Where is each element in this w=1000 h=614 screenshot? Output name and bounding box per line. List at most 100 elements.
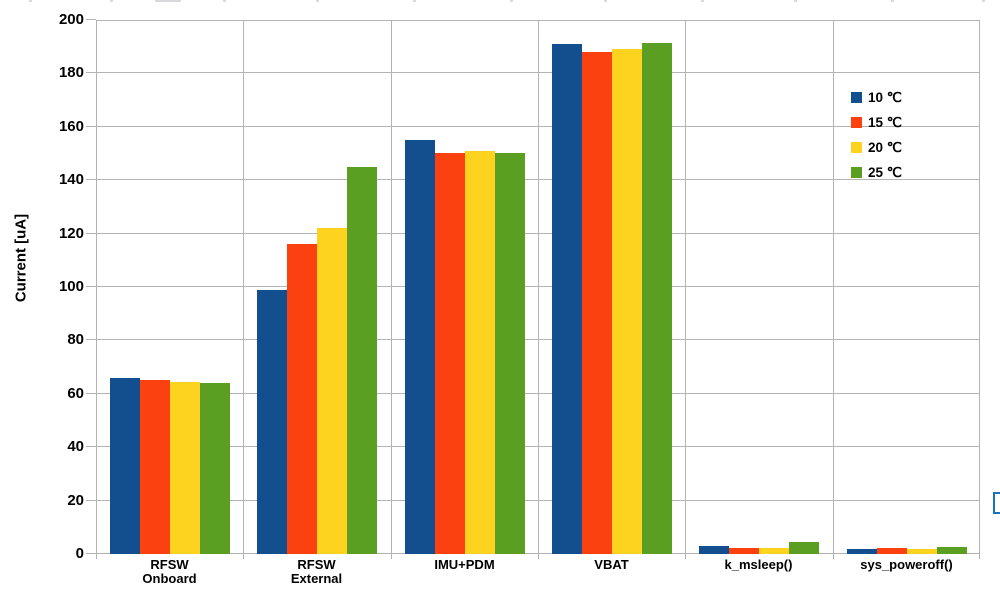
y-tick-label: 180 (58, 64, 84, 81)
x-tick (685, 554, 686, 559)
legend-item: 25 ℃ (851, 160, 902, 185)
clipped-mark (891, 0, 894, 2)
bar (169, 382, 200, 554)
clipped-mark (982, 0, 985, 2)
x-tick (538, 554, 539, 559)
legend-swatch (851, 92, 862, 103)
bar (611, 49, 642, 554)
x-category-label: VBAT (538, 558, 685, 572)
bar (286, 244, 317, 554)
bar (109, 378, 140, 554)
bar-group (685, 20, 832, 554)
x-tick (391, 554, 392, 559)
y-tick (86, 19, 96, 20)
y-tick-label: 120 (58, 225, 84, 242)
x-category-label-line: IMU+PDM (434, 557, 495, 572)
v-gridline (538, 20, 539, 554)
bar (758, 548, 789, 554)
x-category-label-line: sys_poweroff() (860, 557, 953, 572)
bar (139, 380, 170, 554)
bar (906, 549, 937, 554)
legend: 10 ℃ 15 ℃ 20 ℃ 25 ℃ (851, 85, 902, 185)
v-gridline (243, 20, 244, 554)
bar (728, 548, 759, 554)
x-tick (833, 554, 834, 559)
clipped-mark (604, 0, 607, 2)
x-category-label-line: RFSW (150, 557, 189, 572)
bar-group (96, 20, 243, 554)
y-tick (86, 126, 96, 127)
y-tick-label: 20 (67, 492, 84, 509)
y-tick (86, 179, 96, 180)
legend-swatch (851, 167, 862, 178)
clipped-mark (794, 0, 797, 2)
legend-label: 20 ℃ (868, 139, 902, 155)
x-tick (979, 554, 980, 559)
clipped-mark (29, 0, 32, 2)
y-tick (86, 393, 96, 394)
y-tick-label: 160 (58, 118, 84, 135)
y-tick-label: 40 (67, 438, 84, 455)
bar (256, 290, 287, 554)
bar (434, 153, 465, 554)
y-tick-label: 80 (67, 331, 84, 348)
v-gridline (833, 20, 834, 554)
y-tick-label: 0 (75, 545, 84, 562)
bar-group (538, 20, 685, 554)
bar (698, 546, 729, 554)
bar (316, 228, 347, 554)
x-tick (96, 554, 97, 559)
bar (581, 52, 612, 554)
x-category-label: sys_poweroff() (833, 558, 980, 572)
legend-swatch (851, 117, 862, 128)
x-category-label-line: External (290, 571, 343, 586)
y-tick (86, 339, 96, 340)
bar (788, 542, 819, 554)
y-tick (86, 500, 96, 501)
clipped-mark (316, 0, 319, 2)
bar (346, 167, 377, 554)
bar (551, 44, 582, 554)
v-gridline (685, 20, 686, 554)
clipped-mark (110, 0, 113, 2)
x-category-label-line: Onboard (142, 571, 197, 586)
clipped-mark (510, 0, 513, 2)
v-gridline (391, 20, 392, 554)
legend-item: 20 ℃ (851, 135, 902, 160)
bar-group (391, 20, 538, 554)
cropped-blue-marker (993, 492, 1000, 514)
bar (404, 140, 435, 554)
bar (464, 151, 495, 554)
plot-area (96, 20, 980, 554)
legend-label: 15 ℃ (868, 114, 902, 130)
y-tick-label: 60 (67, 385, 84, 402)
x-category-label: k_msleep() (685, 558, 832, 572)
x-category-label-line: k_msleep() (724, 557, 793, 572)
y-axis-line (979, 20, 980, 554)
y-tick-label: 140 (58, 171, 84, 188)
x-category-label: IMU+PDM (391, 558, 538, 572)
y-tick-label: 100 (58, 278, 84, 295)
bar (641, 43, 672, 554)
legend-label: 25 ℃ (868, 164, 902, 180)
legend-label: 10 ℃ (868, 89, 902, 105)
clipped-mark (155, 0, 181, 2)
bar (876, 548, 907, 554)
bar (494, 153, 525, 554)
x-tick (243, 554, 244, 559)
x-category-label-line: RFSW (297, 557, 336, 572)
clipped-mark (223, 0, 226, 2)
y-tick (86, 72, 96, 73)
clipped-mark (413, 0, 416, 2)
bar-group (833, 20, 980, 554)
x-category-label-line: VBAT (594, 557, 629, 572)
bar (936, 547, 967, 554)
y-tick (86, 446, 96, 447)
y-tick (86, 286, 96, 287)
clipped-mark (701, 0, 704, 2)
bar (846, 549, 877, 554)
legend-item: 15 ℃ (851, 110, 902, 135)
bar-group (243, 20, 390, 554)
legend-swatch (851, 142, 862, 153)
